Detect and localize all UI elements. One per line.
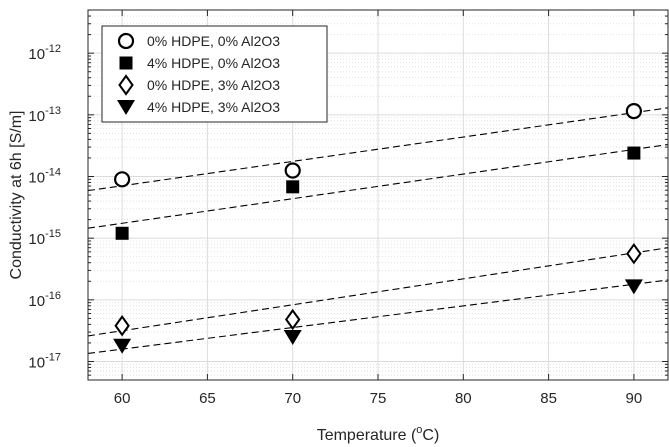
x-tick-label: 70 xyxy=(284,390,301,407)
legend-label: 4% HDPE, 0% Al2O3 xyxy=(147,55,280,71)
legend: 0% HDPE, 0% Al2O3 4% HDPE, 0% Al2O3 0% HDP… xyxy=(101,25,328,123)
data-point xyxy=(114,171,131,188)
axes-frame xyxy=(87,9,669,381)
y-tick-label: 10-13 xyxy=(28,105,61,125)
x-tick-label: 80 xyxy=(455,390,472,407)
legend-label: 4% HDPE, 3% Al2O3 xyxy=(147,99,280,115)
data-markers xyxy=(113,102,643,354)
data-point xyxy=(115,226,129,240)
legend-marker xyxy=(119,56,133,70)
legend-label: 0% HDPE, 3% Al2O3 xyxy=(147,77,280,93)
data-point xyxy=(284,308,301,331)
legend-marker xyxy=(117,100,135,115)
data-point xyxy=(284,162,301,179)
y-tick-label: 10-16 xyxy=(28,290,61,310)
fit-line xyxy=(87,143,669,229)
fit-lines xyxy=(87,107,669,355)
data-point xyxy=(114,315,130,337)
y-tick-labels: 10-17 10-16 10-15 10-14 10-13 10-12 xyxy=(28,43,61,371)
y-tick-label: 10-17 xyxy=(28,352,61,372)
data-point xyxy=(286,180,300,194)
data-point xyxy=(625,102,642,120)
legend-marker xyxy=(118,74,134,96)
data-point xyxy=(627,146,641,160)
x-tick-label: 65 xyxy=(199,390,216,407)
x-tick-label: 75 xyxy=(370,390,387,407)
y-axis-label: Conductivity at 6h [S/m] xyxy=(8,111,25,280)
x-tick-label: 85 xyxy=(540,390,557,407)
legend-box xyxy=(101,25,328,123)
data-point xyxy=(283,329,302,345)
y-tick-label: 10-14 xyxy=(28,167,61,187)
data-point xyxy=(626,242,642,265)
fit-line xyxy=(87,107,669,192)
x-axis-label: Temperature (oC) xyxy=(317,424,440,444)
fit-line xyxy=(87,247,669,337)
legend-label: 0% HDPE, 0% Al2O3 xyxy=(147,33,280,49)
y-tick-label: 10-15 xyxy=(28,228,61,248)
data-point xyxy=(624,279,643,295)
y-tick-label: 10-12 xyxy=(28,43,61,63)
fit-line xyxy=(87,279,669,355)
x-tick-label: 60 xyxy=(114,390,131,407)
x-tick-labels: 60 65 70 75 80 85 90 xyxy=(114,390,642,407)
legend-marker xyxy=(117,32,135,50)
data-point xyxy=(113,338,132,354)
x-tick-label: 90 xyxy=(626,390,643,407)
